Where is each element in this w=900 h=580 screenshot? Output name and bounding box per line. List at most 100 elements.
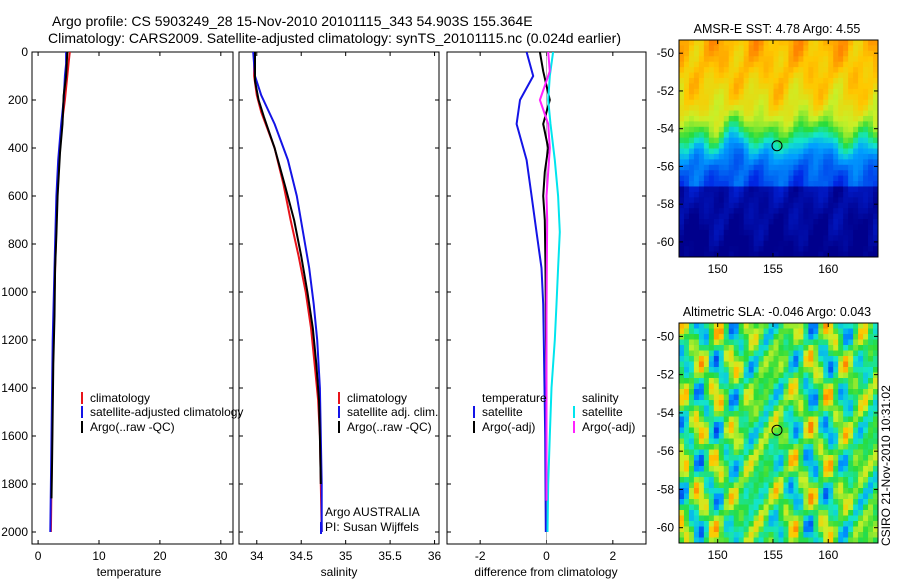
sla-map-cell [748,416,755,423]
x-axis-label-difference: difference from climatology [474,565,617,579]
sst-map-cell [713,197,720,204]
sst-map-cell [743,197,750,204]
sla-map-cell [728,416,735,423]
sst-map-cell [723,224,730,231]
sst-map-cell [783,45,790,52]
sla-map-cell [698,504,705,511]
sla-map-cell [679,510,685,517]
sst-map-cell [818,170,824,177]
sst-map-cell [798,229,804,236]
sla-map-cell [793,323,799,330]
sla-map-cell [688,504,695,511]
sla-map-cell [753,444,760,451]
sla-map-cell [863,455,869,462]
sla-map-cell [733,367,740,374]
sst-map-cell [808,83,814,90]
sst-map-cell [743,115,750,122]
sla-map-cell [808,460,814,467]
sla-map-cell [763,367,770,374]
sla-map-cell [748,488,755,495]
sla-map-cell [773,405,780,412]
sst-map-cell [788,148,795,155]
sla-map-cell [778,416,785,423]
sst-map-cell [733,240,740,247]
sst-map-cell [823,143,829,150]
sla-map-cell [708,444,715,451]
sst-map-cell [713,181,720,188]
sla-map-cell [793,339,799,346]
sla-map-cell [793,367,799,374]
sla-map-cell [708,328,715,335]
sst-map-cell [728,191,735,198]
sst-map-cell [798,132,804,139]
sst-map-cell [778,45,785,52]
sst-map-cell [758,61,765,68]
sla-map-cell [793,356,799,363]
sst-map-cell [763,99,770,106]
sst-map-cell [848,224,854,231]
sst-map-cell [718,115,725,122]
sla-map-cell [708,422,715,429]
sst-map-cell [778,72,785,79]
sst-map-cell [723,72,730,79]
sst-map-cell [833,40,839,47]
sla-map-cell [798,345,804,352]
sst-map-cell [778,213,785,220]
sst-map-cell [758,137,765,144]
sst-map-cell [728,240,735,247]
sla-map-cell [703,433,710,440]
sla-map-cell [753,449,760,456]
sla-map-cell [679,433,685,440]
sst-map-cell [728,246,735,253]
sla-map-cell [868,334,874,341]
sla-map-cell [768,367,775,374]
sst-map-cell [679,56,685,63]
sla-map-cell [693,482,700,489]
sla-map-cell [868,510,874,517]
sst-map-cell [708,50,715,57]
sla-map-cell [803,356,809,363]
sst-map-cell [773,61,780,68]
sla-map-cell [808,411,814,418]
sst-map-cell [718,197,725,204]
sst-map-cell [758,126,765,133]
sla-map-cell [773,482,780,489]
sst-map-cell [823,240,829,247]
difference-x-tick-label: 2 [609,549,616,563]
sst-map-cell [783,72,790,79]
sla-map-cell [843,438,849,445]
sla-map-cell [683,477,690,484]
sst-map-cell [763,170,770,177]
sla-map-cell [718,411,725,418]
sst-map-cell [838,61,844,68]
sst-map-cell [828,50,834,57]
sst-map-cell [723,61,730,68]
sla-map-cell [679,372,685,379]
sst-map-cell [733,191,740,198]
sst-map-cell [713,191,720,198]
sla-map-cell [783,455,790,462]
sst-map-cell [778,246,785,253]
sla-map-cell [788,537,795,543]
sst-map-cell [703,181,710,188]
sla-map-cell [693,416,700,423]
sst-map-cell [808,132,814,139]
sst-map-cell [828,126,834,133]
sst-map-cell [688,67,695,74]
sst-map-cell [788,153,795,160]
sla-map-cell [728,493,735,500]
sla-map-cell [713,449,720,456]
sst-map-cell [698,56,705,63]
sla-map-cell [823,449,829,456]
sla-map-cell [858,460,864,467]
sla-map-cell [733,328,740,335]
sla-map-cell [798,488,804,495]
sla-map-cell [733,482,740,489]
sla-map-cell [708,411,715,418]
sla-map-cell [863,482,869,489]
sla-map-cell [778,328,785,335]
sla-map-cell [778,510,785,517]
sst-map-cell [778,251,785,257]
sst-map-cell [813,99,819,106]
sla-map-cell [743,460,750,467]
